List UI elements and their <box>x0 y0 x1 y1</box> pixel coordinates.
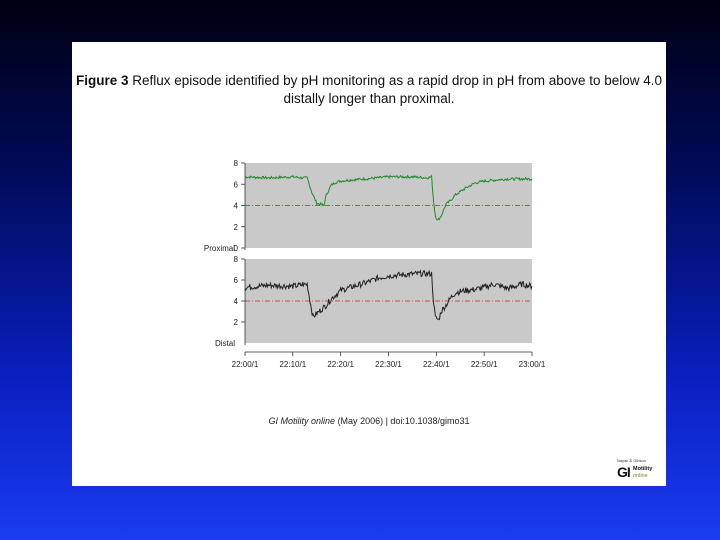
x-tick-label: 22:20/1 <box>327 360 354 369</box>
x-tick-label: 23:00/1 <box>519 360 546 369</box>
x-tick-label: 22:50/1 <box>471 360 498 369</box>
y-tick-label: 6 <box>234 276 239 285</box>
caption-label: Figure 3 <box>75 73 129 88</box>
y-tick-label: 4 <box>234 297 239 306</box>
logo-authors: Nayak & Gibson <box>617 458 646 463</box>
x-tick-label: 22:40/1 <box>423 360 450 369</box>
panel-label: Proximal <box>204 244 235 253</box>
time-axis: 22:00/1 22:10/1 22:20/1 22:30/1 22:40/1 22:50… <box>232 351 546 369</box>
x-tick-label: 22:30/1 <box>375 360 402 369</box>
panel-label: Distal <box>215 339 235 348</box>
citation: GI Motility online (May 2006) | doi:10.1… <box>72 416 666 426</box>
y-tick-label: 8 <box>234 255 239 264</box>
y-tick-label: 4 <box>234 202 239 211</box>
x-tick-label: 22:10/1 <box>279 360 306 369</box>
y-tick-label: 6 <box>234 180 239 189</box>
y-tick-label: 2 <box>234 318 239 327</box>
y-tick-label: 2 <box>234 223 239 232</box>
logo-motility: Motility <box>633 466 653 472</box>
ph-trace <box>244 269 533 321</box>
proximal-plot: 0 2 4 6 8 Proximal <box>204 159 533 253</box>
citation-journal: GI Motility online <box>268 416 336 426</box>
ph-trace <box>244 174 533 221</box>
logo-online: online <box>633 473 648 479</box>
y-tick-label: 0 <box>234 244 239 253</box>
gi-motility-logo: Nayak & Gibson GI Motility online <box>615 458 663 484</box>
citation-rest: (May 2006) | doi:10.1038/gimo31 <box>337 416 470 426</box>
figure-caption: Figure 3 Reflux episode identified by pH… <box>72 72 666 108</box>
logo-gi: GI <box>617 464 631 480</box>
caption-text: Reflux episode identified by pH monitori… <box>132 73 663 106</box>
distal-plot: 2 4 6 8 Distal <box>215 255 533 348</box>
x-tick-label: 22:00/1 <box>232 360 259 369</box>
y-tick-label: 8 <box>234 159 239 168</box>
figure-panel: Figure 3 Reflux episode identified by pH… <box>72 42 666 486</box>
